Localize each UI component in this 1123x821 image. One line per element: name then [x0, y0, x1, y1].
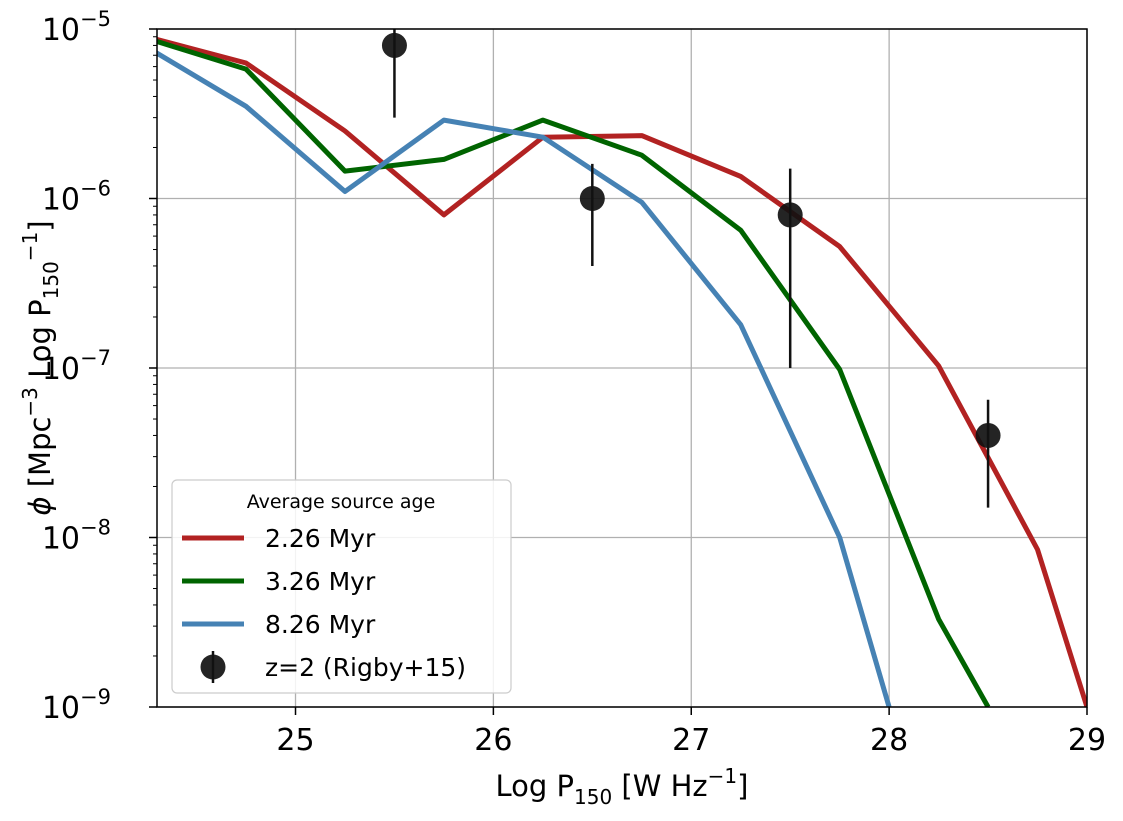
series-line-2-26-myr — [157, 36, 1087, 707]
data-point — [579, 186, 605, 211]
legend-label-rigby: z=2 (Rigby+15) — [265, 653, 466, 682]
x-tick-label: 28 — [870, 723, 908, 758]
legend-label-8-26-myr: 8.26 Myr — [265, 610, 376, 639]
legend-label-2-26-myr: 2.26 Myr — [265, 524, 376, 553]
legend-marker-rigby — [200, 654, 226, 680]
y-axis-ticks: 10−510−610−710−810−9 — [42, 7, 157, 726]
data-points — [381, 29, 1001, 508]
series-lines — [157, 36, 1087, 707]
legend: Average source age 2.26 Myr 3.26 Myr 8.2… — [171, 479, 512, 694]
data-point — [777, 202, 803, 228]
data-point — [381, 32, 407, 58]
legend-title: Average source age — [247, 491, 436, 513]
x-tick-label: 25 — [276, 723, 314, 758]
series-line-8-26-myr — [157, 50, 892, 707]
x-tick-label: 26 — [474, 723, 512, 758]
series-line-3-26-myr — [157, 38, 991, 707]
x-tick-label: 29 — [1068, 723, 1106, 758]
x-axis-ticks: 25 26 27 28 29 — [276, 707, 1106, 758]
legend-box — [171, 479, 512, 694]
y-axis-label: ϕ [Mpc−3 Log P150−1] — [18, 220, 63, 515]
legend-label-3-26-myr: 3.26 Myr — [265, 567, 376, 596]
y-tick-label: 10−8 — [42, 516, 111, 557]
x-axis-label: Log P150 [W Hz−1] — [496, 764, 749, 809]
x-tick-label: 27 — [672, 723, 710, 758]
data-point — [975, 422, 1001, 448]
